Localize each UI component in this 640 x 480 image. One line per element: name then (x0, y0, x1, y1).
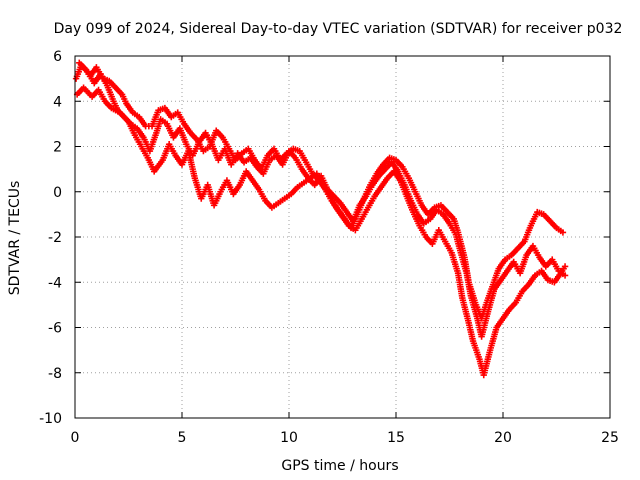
data-series (72, 61, 569, 340)
x-axis-label: GPS time / hours (281, 458, 398, 474)
chart-title: Day 099 of 2024, Sidereal Day-to-day VTE… (54, 21, 623, 37)
axis-ticks (74, 55, 611, 419)
y-tick-label: 0 (53, 185, 62, 201)
data-series (76, 59, 567, 322)
data-point (561, 263, 569, 270)
x-tick-label: 15 (387, 430, 405, 446)
x-tick-label: 10 (280, 430, 298, 446)
y-tick-label: -10 (39, 411, 62, 427)
data-point (561, 272, 569, 279)
y-axis-label: SDTVAR / TECUs (7, 181, 23, 296)
y-tick-label: -8 (48, 366, 62, 382)
y-tick-label: 4 (53, 94, 62, 110)
y-tick-label: 2 (53, 140, 62, 156)
data-points (72, 59, 569, 379)
y-tick-label: 6 (53, 49, 62, 65)
data-point (559, 229, 567, 236)
x-tick-label: 5 (178, 430, 187, 446)
y-tick-label: -6 (48, 321, 62, 337)
x-tick-label: 0 (71, 430, 80, 446)
data-series (73, 84, 569, 379)
y-tick-label: -4 (48, 275, 62, 291)
tick-labels: 0 5 10 15 20 25 -10 -8 -6 -4 -2 0 2 4 6 (39, 49, 619, 446)
y-tick-label: -2 (48, 230, 62, 246)
x-tick-label: 20 (494, 430, 512, 446)
grid-lines (75, 56, 610, 418)
x-tick-label: 25 (601, 430, 619, 446)
